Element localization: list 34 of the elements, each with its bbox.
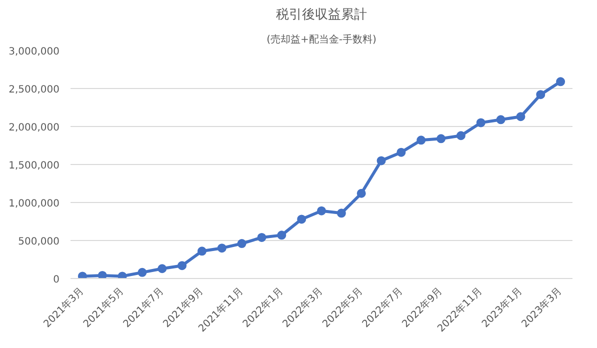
chart-subtitle: (売却益+配当金-手数料) <box>266 34 376 46</box>
point <box>78 272 87 278</box>
point <box>556 77 566 86</box>
y-tick-label: 0 <box>53 274 60 286</box>
point <box>317 206 326 216</box>
point <box>98 270 107 278</box>
point <box>536 90 546 100</box>
point <box>416 136 426 145</box>
point <box>297 214 306 224</box>
point <box>257 232 266 242</box>
point <box>118 272 127 278</box>
point <box>396 148 406 157</box>
point <box>496 115 506 124</box>
point <box>356 188 366 198</box>
point <box>138 268 147 277</box>
point <box>277 230 286 240</box>
y-tick-label: 3,000,000 <box>8 46 60 58</box>
point <box>158 264 167 274</box>
y-tick-label: 500,000 <box>18 236 60 248</box>
point <box>178 261 187 270</box>
chart-title: 税引後収益累計 <box>276 8 367 22</box>
y-tick-label: 1,000,000 <box>8 198 60 210</box>
point <box>197 246 206 256</box>
y-tick-label: 2,500,000 <box>8 84 60 96</box>
point <box>476 118 486 128</box>
point <box>376 156 386 166</box>
point <box>516 112 526 122</box>
point <box>237 239 246 248</box>
point <box>217 244 226 253</box>
point <box>436 134 446 144</box>
point <box>456 131 466 140</box>
point <box>336 208 346 218</box>
y-tick-label: 2,000,000 <box>8 122 60 134</box>
y-tick-label: 1,500,000 <box>8 160 60 172</box>
